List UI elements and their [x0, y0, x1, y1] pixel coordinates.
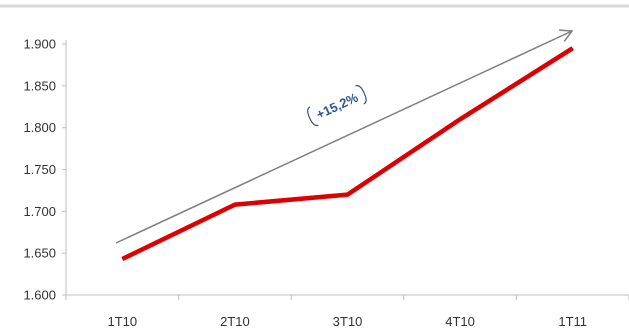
y-tick-label: 1.900 [23, 37, 56, 52]
trend-arrow-line [116, 31, 572, 243]
series-group [122, 48, 573, 259]
x-tick-label: 1T10 [107, 314, 137, 329]
trend-annotation-label: +15,2% [314, 90, 361, 123]
trend-arrow-group: +15,2% [116, 30, 572, 243]
y-tick-label: 1.650 [23, 246, 56, 261]
y-tick-label: 1.700 [23, 204, 56, 219]
y-tick-label: 1.850 [23, 78, 56, 93]
series-line [122, 48, 572, 259]
x-tick-label: 3T10 [333, 314, 363, 329]
y-tick-label: 1.750 [23, 162, 56, 177]
x-axis: 1T10 2T10 3T10 4T10 1T11 [66, 295, 629, 329]
x-tick-label: 4T10 [445, 314, 475, 329]
y-axis: 1.600 1.650 1.700 1.750 1.800 1.850 1.900 [23, 37, 66, 303]
y-tick-label: 1.600 [23, 288, 56, 303]
x-tick-label: 1T11 [558, 314, 587, 329]
y-tick-label: 1.800 [23, 120, 56, 135]
x-tick-label: 2T10 [220, 314, 250, 329]
